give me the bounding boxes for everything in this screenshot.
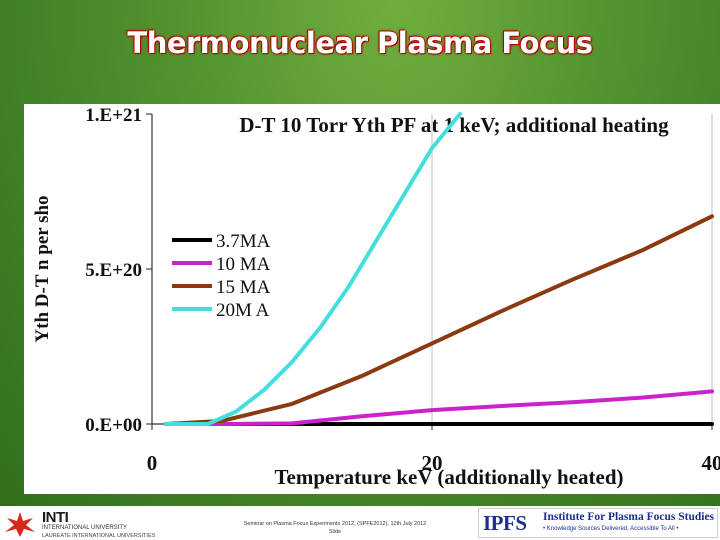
series-line-2 xyxy=(164,389,714,426)
inti-affiliation: LAUREATE INTERNATIONAL UNIVERSITIES xyxy=(42,533,156,539)
ipfs-full-name: Institute For Plasma Focus Studies xyxy=(543,511,715,523)
footer-caption: Seminar on Plasma Focus Experiments 2012… xyxy=(215,520,455,536)
chart-svg: D-T 10 Torr Yth PF at 1 keV; additional … xyxy=(32,105,720,489)
chart-panel: D-T 10 Torr Yth PF at 1 keV; additional … xyxy=(24,104,720,494)
inti-subtitle: INTERNATIONAL UNIVERSITY xyxy=(42,525,128,531)
x-axis-label: Temperature keV (additionally heated) xyxy=(274,465,623,489)
series-line-4 xyxy=(164,112,462,426)
chart-title: D-T 10 Torr Yth PF at 1 keV; additional … xyxy=(239,113,669,137)
y-tick-label: 1.E+21 xyxy=(85,105,142,126)
slide-title: Thermonuclear Plasma Focus xyxy=(127,26,593,60)
legend-label: 10 MA xyxy=(216,254,271,275)
ipfs-short-name: IPFS xyxy=(483,511,527,535)
legend-label: 15 MA xyxy=(216,277,271,298)
inti-logo: INTI INTERNATIONAL UNIVERSITY LAUREATE I… xyxy=(0,508,162,540)
inti-star-icon xyxy=(5,512,35,537)
x-tick-label: 40 xyxy=(702,451,720,475)
x-tick-label: 0 xyxy=(147,451,158,475)
y-tick-label: 0.E+00 xyxy=(85,415,142,436)
inti-name: INTI xyxy=(42,509,69,526)
x-tick-label: 20 xyxy=(422,451,443,475)
y-tick-label: 5.E+20 xyxy=(85,260,142,281)
legend-label: 20M A xyxy=(216,300,270,321)
legend-label: 3.7MA xyxy=(216,231,271,252)
series-line-3 xyxy=(164,214,714,426)
footer-caption-line2: Slide xyxy=(328,529,342,535)
y-axis-label: Yth D-T n per sho xyxy=(32,195,53,342)
ipfs-tagline: • Knowledge Sources Delivered, Accessibl… xyxy=(543,526,679,532)
footer-caption-line1: Seminar on Plasma Focus Experiments 2012… xyxy=(243,521,427,527)
ipfs-logo: IPFS Institute For Plasma Focus Studies … xyxy=(478,508,718,538)
